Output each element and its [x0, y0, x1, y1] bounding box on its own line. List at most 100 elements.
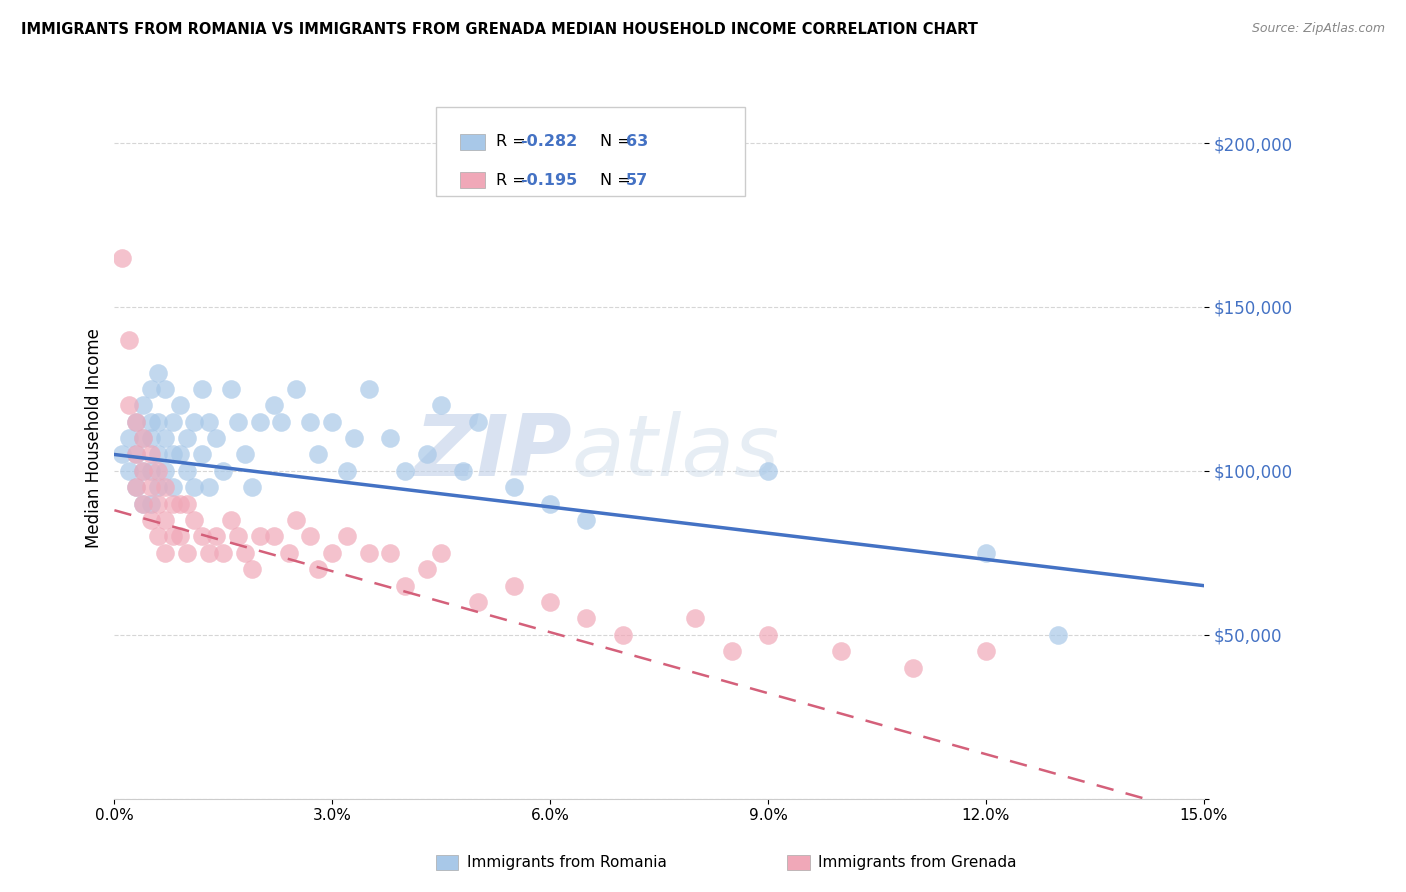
- Text: N =: N =: [600, 173, 637, 187]
- Text: 63: 63: [626, 135, 648, 149]
- Point: [467, 595, 489, 609]
- Point: [125, 415, 148, 429]
- Point: [125, 448, 148, 462]
- Point: [118, 464, 141, 478]
- Point: [451, 464, 474, 478]
- Text: IMMIGRANTS FROM ROMANIA VS IMMIGRANTS FROM GRENADA MEDIAN HOUSEHOLD INCOME CORRE: IMMIGRANTS FROM ROMANIA VS IMMIGRANTS FR…: [21, 22, 979, 37]
- Text: -0.282: -0.282: [520, 135, 578, 149]
- Point: [125, 480, 148, 494]
- Point: [467, 415, 489, 429]
- Point: [430, 398, 453, 412]
- Point: [233, 448, 256, 462]
- Point: [111, 448, 134, 462]
- Point: [176, 464, 198, 478]
- Point: [974, 644, 997, 658]
- Point: [183, 480, 205, 494]
- Point: [903, 660, 925, 674]
- Point: [299, 529, 322, 543]
- Point: [155, 546, 177, 560]
- Point: [205, 431, 228, 445]
- Text: R =: R =: [496, 173, 531, 187]
- Point: [233, 546, 256, 560]
- Point: [538, 497, 561, 511]
- Point: [242, 480, 264, 494]
- Point: [162, 415, 184, 429]
- Point: [132, 464, 155, 478]
- Point: [720, 644, 742, 658]
- Point: [502, 480, 524, 494]
- Point: [575, 611, 598, 625]
- Point: [380, 431, 402, 445]
- Point: [176, 497, 198, 511]
- Point: [139, 415, 162, 429]
- Text: ZIP: ZIP: [415, 411, 572, 494]
- Point: [146, 366, 169, 380]
- Point: [146, 464, 169, 478]
- Point: [321, 546, 343, 560]
- Point: [118, 333, 141, 347]
- Point: [219, 382, 242, 396]
- Point: [263, 398, 285, 412]
- Point: [756, 628, 779, 642]
- Point: [299, 415, 322, 429]
- Point: [575, 513, 598, 527]
- Point: [685, 611, 707, 625]
- Point: [125, 448, 148, 462]
- Point: [183, 415, 205, 429]
- Point: [162, 448, 184, 462]
- Point: [612, 628, 634, 642]
- Point: [125, 480, 148, 494]
- Point: [219, 513, 242, 527]
- Point: [415, 562, 437, 576]
- Point: [336, 464, 359, 478]
- Point: [132, 398, 155, 412]
- Point: [155, 513, 177, 527]
- Point: [146, 480, 169, 494]
- Point: [198, 480, 221, 494]
- Point: [212, 464, 235, 478]
- Point: [176, 546, 198, 560]
- Text: N =: N =: [600, 135, 637, 149]
- Point: [139, 513, 162, 527]
- Point: [343, 431, 366, 445]
- Point: [190, 448, 212, 462]
- Point: [321, 415, 343, 429]
- Point: [139, 497, 162, 511]
- Point: [226, 415, 249, 429]
- Y-axis label: Median Household Income: Median Household Income: [86, 328, 103, 548]
- Point: [169, 448, 191, 462]
- Point: [125, 415, 148, 429]
- Point: [205, 529, 228, 543]
- Point: [307, 448, 329, 462]
- Point: [212, 546, 235, 560]
- Point: [176, 431, 198, 445]
- Point: [263, 529, 285, 543]
- Point: [357, 382, 380, 396]
- Point: [132, 497, 155, 511]
- Point: [132, 431, 155, 445]
- Point: [190, 529, 212, 543]
- Point: [183, 513, 205, 527]
- Point: [111, 251, 134, 265]
- Point: [226, 529, 249, 543]
- Point: [118, 398, 141, 412]
- Point: [190, 382, 212, 396]
- Text: Immigrants from Grenada: Immigrants from Grenada: [818, 855, 1017, 870]
- Point: [155, 480, 177, 494]
- Text: -0.195: -0.195: [520, 173, 578, 187]
- Point: [285, 513, 308, 527]
- Point: [394, 579, 416, 593]
- Point: [430, 546, 453, 560]
- Point: [270, 415, 292, 429]
- Text: Source: ZipAtlas.com: Source: ZipAtlas.com: [1251, 22, 1385, 36]
- Point: [380, 546, 402, 560]
- Point: [277, 546, 299, 560]
- Text: R =: R =: [496, 135, 531, 149]
- Point: [169, 529, 191, 543]
- Point: [502, 579, 524, 593]
- Point: [139, 431, 162, 445]
- Point: [155, 382, 177, 396]
- Point: [307, 562, 329, 576]
- Text: Immigrants from Romania: Immigrants from Romania: [467, 855, 666, 870]
- Point: [162, 480, 184, 494]
